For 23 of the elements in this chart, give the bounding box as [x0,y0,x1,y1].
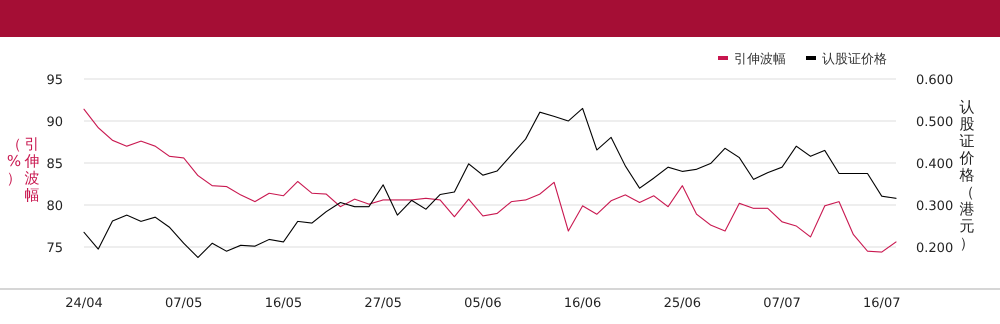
text: 认股证价格（港元） [960,98,974,252]
x-tick-label: 07/05 [164,296,202,311]
text: 引伸波幅（%） [6,135,40,204]
y2-tick-label: 0.300 [916,199,954,214]
y-tick-label: 80 [46,199,63,214]
y-tick-label: 75 [46,241,63,256]
y2-tick-label: 0.600 [916,73,954,88]
y-tick-label: 90 [46,115,63,130]
y2-tick-label: 0.500 [916,115,954,130]
x-tick-label: 16/06 [564,296,602,311]
x-tick-label: 16/07 [863,296,900,311]
y2-tick-label: 0.200 [916,241,954,256]
x-tick-label: 27/05 [364,296,402,311]
x-tick-label: 24/04 [65,296,103,311]
x-tick-label: 05/06 [464,296,502,311]
y2-tick-label: 0.400 [916,157,954,172]
legend-label: 认股证价格 [822,52,887,67]
x-tick-label: 07/07 [763,296,801,311]
legend-label: 引伸波幅 [734,52,786,67]
x-tick-label: 25/06 [664,296,702,311]
y-tick-label: 95 [46,73,63,88]
y-tick-label: 85 [46,157,63,172]
x-tick-label: 16/05 [264,296,302,311]
